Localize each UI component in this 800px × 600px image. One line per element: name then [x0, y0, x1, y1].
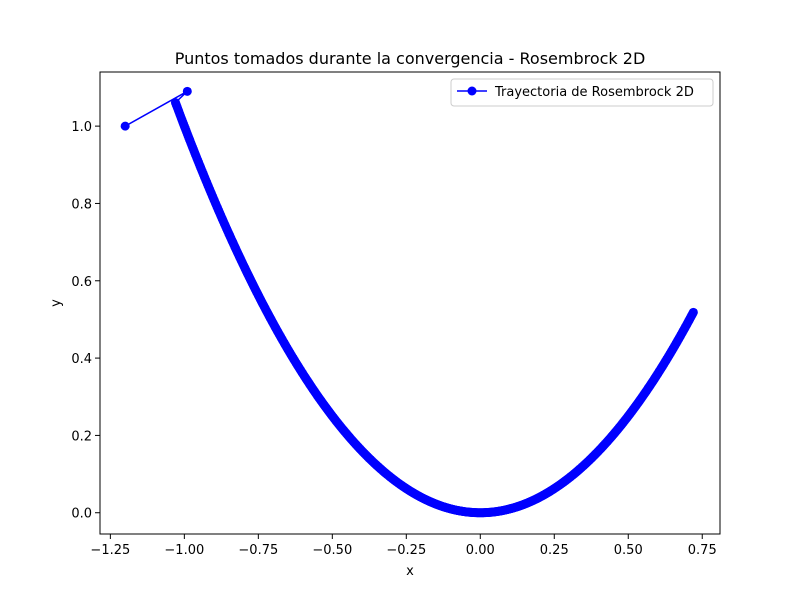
plot-frame	[99, 71, 721, 535]
data-point	[688, 307, 698, 317]
x-tick-label: −0.25	[386, 543, 426, 558]
y-axis: 0.0 0.2 0.4 0.6 0.8 1.0	[71, 120, 100, 522]
plot-area	[100, 72, 720, 534]
data-point	[182, 86, 192, 96]
y-axis-label: y	[49, 299, 64, 307]
x-tick-label: 0.75	[688, 543, 717, 558]
y-tick-label: 0.6	[71, 275, 92, 290]
x-tick-label: 0.50	[614, 543, 643, 558]
series-layer	[120, 86, 698, 518]
y-tick-label: 0.4	[71, 352, 92, 367]
x-tick-label: −1.00	[164, 543, 204, 558]
x-tick-label: −0.50	[312, 543, 352, 558]
x-tick-label: −1.25	[90, 543, 130, 558]
data-point	[120, 121, 130, 131]
x-axis-label: x	[406, 564, 414, 579]
x-tick-label: −0.75	[238, 543, 278, 558]
y-tick-label: 0.8	[71, 197, 92, 212]
legend-label: Trayectoria de Rosembrock 2D	[494, 85, 694, 100]
legend-marker	[467, 86, 477, 96]
x-tick-label: 0.25	[540, 543, 569, 558]
y-tick-label: 0.2	[71, 429, 92, 444]
y-tick-label: 0.0	[71, 507, 92, 522]
x-axis: −1.25 −1.00 −0.75 −0.50 −0.25 0.00 0.25 0.50 0.7…	[90, 534, 717, 558]
x-tick-label: 0.00	[466, 543, 495, 558]
legend: Trayectoria de Rosembrock 2D	[450, 78, 714, 107]
chart-title: Puntos tomados durante la convergencia -…	[175, 49, 646, 68]
legend-box	[450, 78, 714, 107]
y-tick-label: 1.0	[71, 120, 92, 135]
